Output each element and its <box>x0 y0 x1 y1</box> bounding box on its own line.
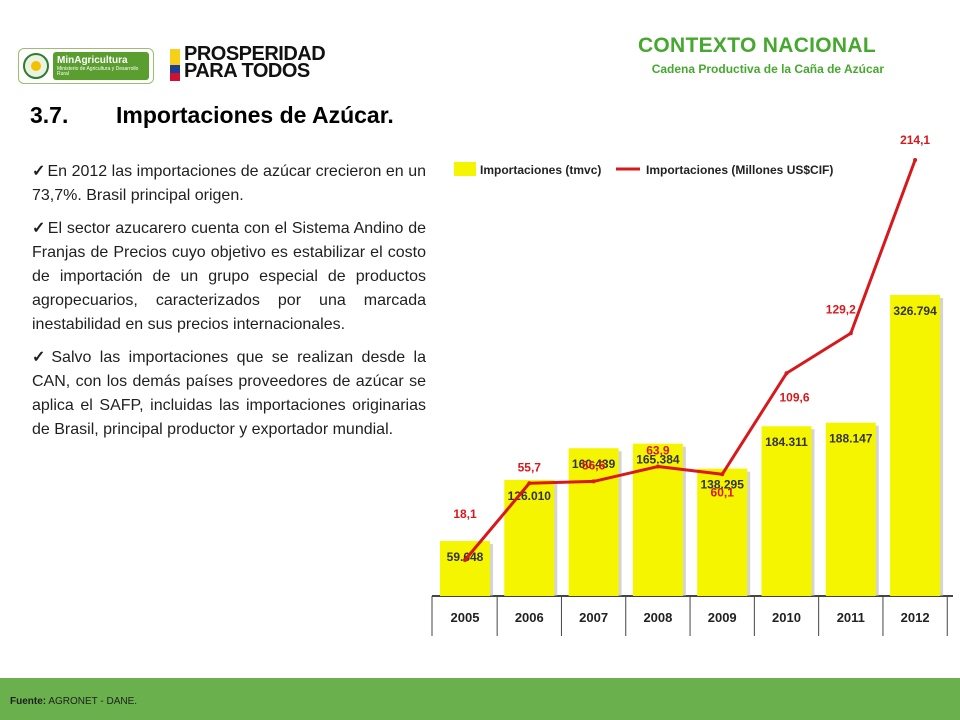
line-value-label: 109,6 <box>779 390 809 404</box>
prosperidad-logo-line1: PROSPERIDAD <box>184 43 326 65</box>
minagricultura-logo-subtitle: Ministerio de Agricultura y Desarrollo R… <box>57 66 139 77</box>
x-tick-label: 2009 <box>708 610 737 625</box>
x-tick-label: 2011 <box>837 610 865 625</box>
checkmark-icon: ✓ <box>32 220 46 237</box>
header-subtitle: Cadena Productiva de la Caña de Azúcar <box>651 62 884 76</box>
x-tick-label: 2006 <box>515 610 544 625</box>
bullet-item: ✓ En 2012 las importaciones de azúcar cre… <box>32 160 426 208</box>
line-value-label: 60,1 <box>711 485 735 499</box>
bullet-item: ✓ El sector azucarero cuenta con el Siste… <box>32 217 426 337</box>
x-tick-label: 2005 <box>451 610 480 625</box>
imports-chart: 59.648 126.010 160.439 165.384 138.295 184.31… <box>431 133 953 636</box>
minagricultura-logo-title: MinAgricultura <box>57 55 128 66</box>
minagricultura-logo: MinAgricultura Ministerio de Agricultura… <box>18 48 154 84</box>
line-point <box>720 472 725 477</box>
source-label: Fuente: <box>10 696 47 707</box>
bar-value-label: 188.147 <box>829 432 873 446</box>
logo-area: MinAgricultura Ministerio de Agricultura… <box>18 44 326 86</box>
x-tick-label: 2008 <box>643 610 672 625</box>
bar <box>890 295 941 596</box>
source-text: AGRONET - DANE. <box>48 696 138 707</box>
bar <box>568 448 619 596</box>
line-point <box>848 331 853 336</box>
bar-value-label: 126.010 <box>508 489 552 503</box>
line-point <box>591 479 596 484</box>
legend-bar-label: Importaciones (tmvc) <box>480 163 601 177</box>
bar <box>697 468 748 596</box>
prosperidad-logo-line2: PARA TODOS <box>184 60 310 82</box>
bar <box>440 541 490 596</box>
line-value-label: 18,1 <box>453 507 477 521</box>
bar-value-label: 59.648 <box>447 550 484 564</box>
checkmark-icon: ✓ <box>32 163 46 180</box>
bar-value-label: 160.439 <box>572 457 616 471</box>
line-value-label: 129,2 <box>826 302 856 316</box>
bullet-item: ✓ Salvo las importaciones que se realizan… <box>32 346 426 442</box>
line-value-label: 63,9 <box>646 444 670 458</box>
footer-bar: Fuente: AGRONET - DANE. <box>0 678 960 720</box>
x-tick-label: 2012 <box>901 610 930 625</box>
colombia-flag-icon <box>170 49 180 81</box>
line-point <box>913 158 918 162</box>
bullet-text: El sector azucarero cuenta con el Sistem… <box>32 220 427 333</box>
bullet-text: En 2012 las importaciones de azúcar crec… <box>32 163 427 204</box>
section-title-text: Importaciones de Azúcar. <box>116 102 394 128</box>
bar <box>761 426 812 596</box>
bullet-list: ✓ En 2012 las importaciones de azúcar cre… <box>32 160 426 451</box>
line-value-label: 214,1 <box>900 133 930 147</box>
line-point <box>463 558 467 562</box>
line-value-label: 56,6 <box>582 458 606 472</box>
bullet-text: Salvo las importaciones que se realizan … <box>32 349 426 438</box>
line-point <box>527 481 532 486</box>
bar <box>825 422 876 596</box>
prosperidad-logo: PROSPERIDAD PARA TODOS <box>184 43 326 82</box>
header-title: CONTEXTO NACIONAL <box>637 34 876 57</box>
source-note: Fuente: AGRONET - DANE. <box>10 696 137 707</box>
bar <box>504 479 555 596</box>
line-point <box>784 371 789 376</box>
line-value-label: 55,7 <box>518 460 542 474</box>
bar-value-label: 326.794 <box>893 304 937 318</box>
section-number: 3.7. <box>30 102 69 128</box>
x-tick-label: 2007 <box>579 610 608 625</box>
x-tick-label: 2010 <box>772 610 801 625</box>
legend-bar-swatch <box>454 162 476 176</box>
bar-value-label: 165.384 <box>636 453 680 467</box>
line-series <box>463 159 917 561</box>
section-title: 3.7. Importaciones de Azúcar. <box>30 102 394 129</box>
bar-value-label: 138.295 <box>701 478 745 492</box>
line-point <box>655 464 660 469</box>
bar-value-label: 184.311 <box>765 435 808 449</box>
legend-line-label: Importaciones (Millones US$CIF) <box>646 163 833 177</box>
checkmark-icon: ✓ <box>32 349 50 366</box>
colombia-seal-icon <box>23 53 49 79</box>
